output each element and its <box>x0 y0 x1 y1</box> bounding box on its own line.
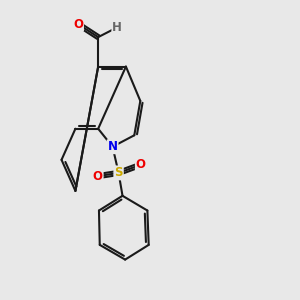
Text: O: O <box>73 17 83 31</box>
Text: O: O <box>136 158 146 171</box>
Text: H: H <box>112 21 122 34</box>
Text: O: O <box>93 170 103 183</box>
Text: S: S <box>114 167 123 179</box>
Text: N: N <box>108 140 118 153</box>
